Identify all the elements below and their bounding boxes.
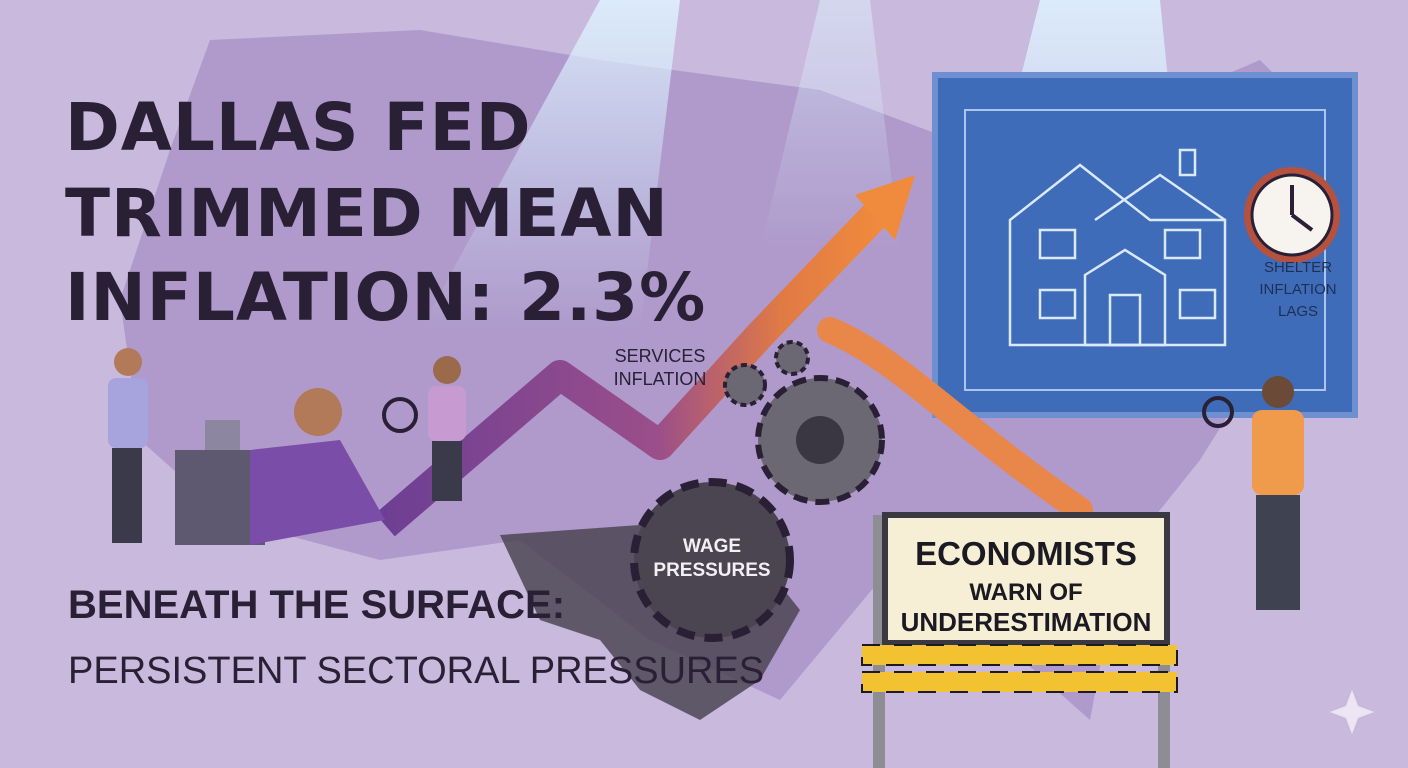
shape <box>855 175 915 240</box>
shape <box>1038 288 1077 320</box>
label-line: SHELTER <box>1264 259 1332 276</box>
label-line: PRESSURES <box>653 560 770 581</box>
title-line: DALLAS FED <box>65 89 532 166</box>
shape <box>1262 376 1294 408</box>
shape <box>861 671 1178 693</box>
people <box>108 348 1304 610</box>
shape <box>112 448 142 543</box>
shape <box>882 512 1170 646</box>
shape <box>114 348 142 376</box>
shape <box>1163 228 1202 260</box>
label-line: LAGS <box>1278 303 1318 320</box>
title-line: INFLATION: 2.3% <box>65 259 706 336</box>
shape <box>964 109 1326 391</box>
label-line: WAGE <box>683 536 741 557</box>
shape <box>796 416 844 464</box>
sign-line: WARN OF <box>969 579 1082 606</box>
shape <box>1108 293 1142 347</box>
shape <box>375 199 891 537</box>
shape <box>817 317 1093 523</box>
shape <box>760 0 900 250</box>
shape <box>420 0 680 330</box>
wage-label: WAGE PRESSURES <box>653 536 770 581</box>
shape <box>723 363 767 407</box>
label-line: INFLATION <box>1259 281 1336 298</box>
trend-arrow <box>375 175 1093 537</box>
shape <box>294 388 342 436</box>
shape <box>1256 495 1300 610</box>
label-line: INFLATION <box>614 369 707 389</box>
shape <box>432 441 462 501</box>
shape <box>1094 173 1226 222</box>
shape <box>861 644 1178 666</box>
shape <box>774 340 810 376</box>
shape <box>1178 288 1217 320</box>
clock <box>1244 167 1340 263</box>
shape <box>1083 248 1167 347</box>
subtitle-line: PERSISTENT SECTORAL PRESSURES <box>68 650 764 692</box>
shape <box>1252 410 1304 495</box>
shape <box>382 397 418 433</box>
shape <box>630 478 794 642</box>
subtitle: BENEATH THE SURFACE: PERSISTENT SECTORAL… <box>68 583 764 692</box>
shape <box>1008 148 1227 347</box>
shape <box>1178 148 1197 177</box>
label-line: SERVICES <box>615 346 706 366</box>
sign-line: ECONOMISTS <box>915 535 1137 572</box>
shape <box>1202 396 1234 428</box>
services-label: SERVICES INFLATION <box>614 346 707 389</box>
subtitle-line: BENEATH THE SURFACE: <box>68 583 565 627</box>
shelter-label: SHELTER INFLATION LAGS <box>1259 259 1336 320</box>
sign: ECONOMISTS WARN OF UNDERESTIMATION <box>861 512 1178 768</box>
title-line: TRIMMED MEAN <box>65 175 669 252</box>
shape <box>433 356 461 384</box>
sparkle <box>1330 690 1374 734</box>
shape <box>428 386 466 441</box>
shape <box>1290 213 1314 232</box>
gears <box>630 340 885 642</box>
sign-line: UNDERESTIMATION <box>901 607 1152 637</box>
shape <box>1038 228 1077 260</box>
shape <box>250 440 385 545</box>
shape <box>205 420 240 450</box>
title: DALLAS FED TRIMMED MEAN INFLATION: 2.3% <box>65 89 706 336</box>
shape <box>108 378 148 448</box>
